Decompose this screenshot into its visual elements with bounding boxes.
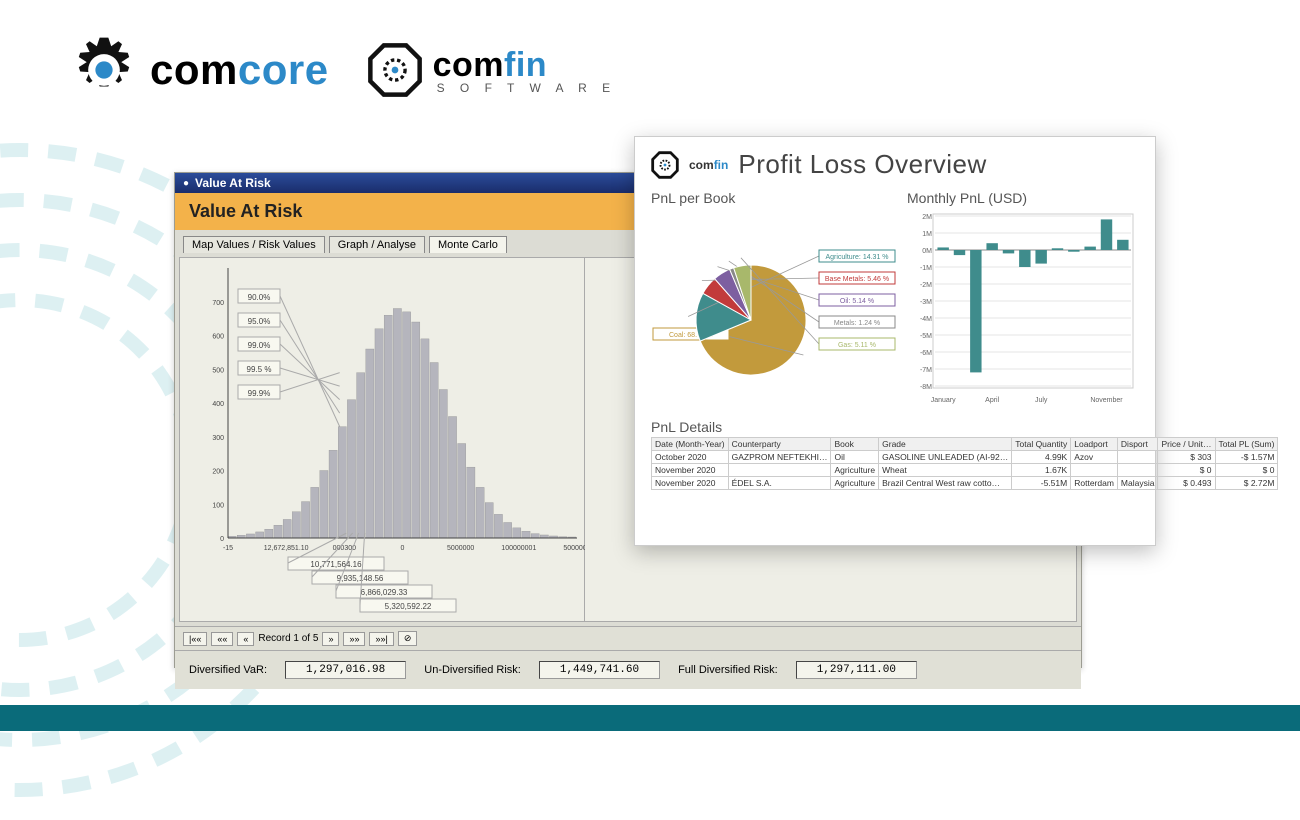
svg-text:99.0%: 99.0% [248, 341, 271, 350]
details-col[interactable]: Price / Unit… [1158, 438, 1215, 451]
svg-text:April: April [985, 397, 999, 404]
octagon-icon [651, 151, 679, 179]
svg-text:-3M: -3M [920, 299, 932, 306]
pnl-app-logo-text: comfin [689, 158, 728, 172]
var-tab[interactable]: Monte Carlo [429, 236, 507, 253]
pie-title: PnL per Book [651, 190, 897, 206]
var-window-title: Value At Risk [195, 176, 271, 190]
gear-icon [68, 34, 140, 106]
svg-text:95.0%: 95.0% [248, 317, 271, 326]
logo-text-com2: com [433, 46, 504, 84]
svg-text:90.0%: 90.0% [248, 293, 271, 302]
details-col[interactable]: Date (Month-Year) [652, 438, 729, 451]
svg-text:November: November [1090, 397, 1123, 404]
svg-text:2M: 2M [922, 214, 932, 221]
svg-text:-6M: -6M [920, 350, 932, 357]
svg-text:200: 200 [212, 469, 224, 476]
details-col[interactable]: Loadport [1071, 438, 1118, 451]
logo-row: comcore comfin s o f t w a r e [68, 34, 616, 106]
rec-first[interactable]: |«« [183, 632, 207, 646]
svg-text:July: July [1035, 397, 1048, 404]
details-col[interactable]: Grade [879, 438, 1012, 451]
details-col[interactable]: Total Quantity [1012, 438, 1071, 451]
table-row[interactable]: November 2020AgricultureWheat1.67K$ 0$ 0 [652, 464, 1278, 477]
footer-band [0, 705, 1300, 731]
octagon-icon [367, 42, 423, 98]
svg-text:-1M: -1M [920, 265, 932, 272]
svg-text:100000001: 100000001 [501, 545, 536, 552]
svg-text:Agriculture: 14.31 %: Agriculture: 14.31 % [825, 254, 888, 261]
bar-title: Monthly PnL (USD) [907, 190, 1139, 206]
svg-text:700: 700 [212, 300, 224, 307]
svg-text:Oil: 5.14 %: Oil: 5.14 % [840, 298, 874, 305]
svg-text:0M: 0M [922, 248, 932, 255]
svg-text:Metals: 1.24 %: Metals: 1.24 % [834, 320, 880, 327]
svg-text:99.9%: 99.9% [248, 389, 271, 398]
rec-next[interactable]: » [322, 632, 339, 646]
svg-text:400: 400 [212, 401, 224, 408]
undiv-risk-value: 1,449,741.60 [539, 661, 660, 679]
svg-text:0: 0 [401, 545, 405, 552]
table-row[interactable]: October 2020GAZPROM NEFTEKHI…OilGASOLINE… [652, 451, 1278, 464]
svg-text:0: 0 [220, 536, 224, 543]
svg-text:-4M: -4M [920, 316, 932, 323]
rec-prevpage[interactable]: «« [211, 632, 233, 646]
svg-text:-2M: -2M [920, 282, 932, 289]
pnl-title: Profit Loss Overview [738, 149, 986, 180]
details-col[interactable]: Book [831, 438, 879, 451]
logo-text-com: com [150, 46, 238, 93]
record-label: Record 1 of 5 [258, 633, 318, 644]
svg-text:300: 300 [212, 435, 224, 442]
var-tab[interactable]: Map Values / Risk Values [183, 236, 325, 253]
svg-text:9,935,148.56: 9,935,148.56 [337, 574, 384, 583]
rec-close[interactable]: ⊘ [398, 631, 418, 646]
details-col[interactable]: Disport [1117, 438, 1158, 451]
logo-text-fin: fin [504, 46, 547, 84]
comfin-logo: comfin s o f t w a r e [367, 42, 617, 98]
comcore-logo: comcore [68, 34, 329, 106]
svg-text:-5M: -5M [920, 333, 932, 340]
logo-subtitle: s o f t w a r e [437, 81, 617, 95]
svg-text:6,866,029.33: 6,866,029.33 [361, 588, 408, 597]
svg-text:12,672,851.10: 12,672,851.10 [264, 545, 309, 552]
svg-text:500: 500 [212, 367, 224, 374]
svg-text:Base Metals: 5.46 %: Base Metals: 5.46 % [825, 276, 889, 283]
svg-text:-7M: -7M [920, 367, 932, 374]
var-footer: Diversified VaR: 1,297,016.98 Un-Diversi… [175, 650, 1081, 689]
details-title: PnL Details [651, 419, 1139, 435]
table-row[interactable]: November 2020ÉDEL S.A.AgricultureBrazil … [652, 477, 1278, 490]
var-graph-pane: 0100200300400500600700-1512,672,851.1000… [180, 258, 585, 621]
svg-text:January: January [931, 397, 956, 404]
svg-text:99.5 %: 99.5 % [247, 365, 272, 374]
svg-text:-8M: -8M [920, 384, 932, 391]
svg-text:5000000: 5000000 [447, 545, 474, 552]
details-table: Date (Month-Year)CounterpartyBookGradeTo… [651, 437, 1278, 490]
rec-nextpage[interactable]: »» [343, 632, 365, 646]
var-tab[interactable]: Graph / Analyse [329, 236, 425, 253]
pnl-panel: comfin Profit Loss Overview PnL per Book… [634, 136, 1156, 546]
svg-text:1M: 1M [922, 231, 932, 238]
svg-text:600: 600 [212, 334, 224, 341]
svg-text:5000000: 5000000 [563, 545, 585, 552]
rec-last[interactable]: »»| [369, 632, 393, 646]
div-var-value: 1,297,016.98 [285, 661, 406, 679]
details-col[interactable]: Counterparty [728, 438, 831, 451]
fulldiv-risk-value: 1,297,111.00 [796, 661, 917, 679]
svg-text:10,771,564.16: 10,771,564.16 [310, 560, 362, 569]
svg-text:Gas: 5.11 %: Gas: 5.11 % [838, 342, 876, 349]
record-nav: |«« «« « Record 1 of 5 » »» »»| ⊘ [175, 626, 1081, 650]
svg-text:100: 100 [212, 502, 224, 509]
rec-prev[interactable]: « [237, 632, 254, 646]
svg-text:-15: -15 [223, 545, 233, 552]
details-col[interactable]: Total PL (Sum) [1215, 438, 1278, 451]
div-var-label: Diversified VaR: [189, 664, 267, 676]
logo-text-core: core [238, 46, 329, 93]
fulldiv-risk-label: Full Diversified Risk: [678, 664, 778, 676]
undiv-risk-label: Un-Diversified Risk: [424, 664, 521, 676]
svg-text:5,320,592.22: 5,320,592.22 [385, 602, 432, 611]
